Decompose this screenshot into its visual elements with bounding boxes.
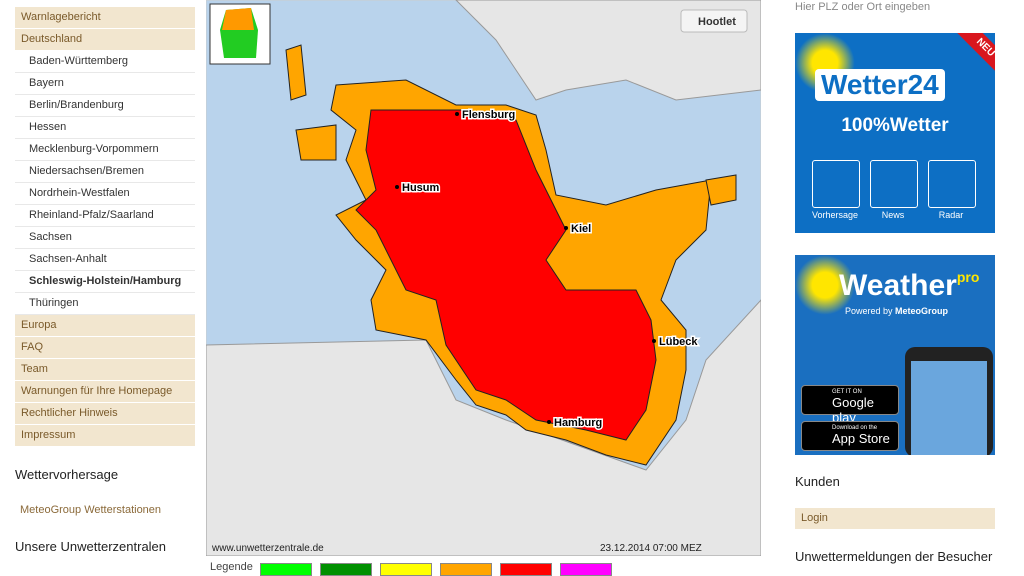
ad-button[interactable]	[928, 160, 976, 208]
island	[295, 124, 337, 161]
legend-label: Legende	[210, 561, 253, 573]
nav-item[interactable]: Rechtlicher Hinweis	[15, 403, 195, 425]
city-dot	[564, 226, 568, 230]
google-play-button[interactable]: GET IT ON Google play	[801, 385, 899, 425]
nav-item[interactable]: Impressum	[15, 425, 195, 447]
ad-button-label: Radar	[938, 210, 964, 220]
city-label: Hamburg	[554, 417, 602, 429]
legend-swatch	[560, 563, 612, 576]
brand-main: Weather	[839, 269, 957, 302]
nav-item[interactable]: FAQ	[15, 337, 195, 359]
warning-area-red	[355, 109, 657, 441]
partner: MeteoGroup	[895, 306, 949, 316]
section-title[interactable]: Unsere Unwetterzentralen	[15, 539, 167, 554]
city-dot	[547, 420, 551, 424]
powered: Powered by MeteoGroup	[845, 306, 948, 316]
phone	[905, 347, 993, 455]
legend-swatch	[500, 563, 552, 576]
hootlet-button[interactable]	[680, 9, 748, 33]
nav-subitem[interactable]: Mecklenburg-Vorpommern	[15, 139, 195, 161]
hootlet-label[interactable]: Hootlet	[698, 16, 736, 28]
ad-weatherpro[interactable]: Weatherpro Powered by MeteoGroup GET IT …	[795, 255, 995, 455]
section-link[interactable]: MeteoGroup Wetterstationen	[20, 504, 162, 516]
nav-subitem[interactable]: Rheinland-Pfalz/Saarland	[15, 205, 195, 227]
sun	[795, 255, 855, 315]
visitor-reports[interactable]: Unwettermeldungen der Besucher	[795, 549, 993, 564]
slogan: 100%Wetter	[841, 115, 949, 136]
section-title[interactable]: Wettervorhersage	[15, 467, 119, 482]
powered-label: Powered by	[845, 306, 893, 316]
login[interactable]: Login	[795, 508, 995, 529]
city-label: Flensburg	[462, 109, 515, 121]
brand: Weatherpro	[839, 269, 979, 303]
ad-button[interactable]	[812, 160, 860, 208]
city-label: Husum	[402, 182, 440, 194]
island	[285, 44, 307, 101]
brand-suffix: pro	[956, 269, 980, 285]
brand: Wetter24	[815, 69, 945, 101]
map-timestamp: 23.12.2014 07:00 MEZ	[600, 543, 702, 554]
search-input[interactable]: Hier PLZ oder Ort eingeben	[795, 1, 931, 13]
inset-warning	[222, 8, 254, 30]
nav-subitem[interactable]: Sachsen-Anhalt	[15, 249, 195, 271]
nav-item[interactable]: Deutschland	[15, 29, 195, 51]
legend-swatch	[260, 563, 312, 576]
app-store-button[interactable]: Download on the App Store	[801, 421, 899, 451]
nav-subitem[interactable]: Thüringen	[15, 293, 195, 315]
nav-item[interactable]: Team	[15, 359, 195, 381]
badge: NEU	[950, 33, 995, 83]
legend-swatch	[440, 563, 492, 576]
customers[interactable]: Kunden	[795, 474, 840, 489]
nav-subitem[interactable]: Niedersachsen/Bremen	[15, 161, 195, 183]
ad-button-label: Vorhersage	[811, 210, 859, 220]
nav-subitem[interactable]: Berlin/Brandenburg	[15, 95, 195, 117]
legend-swatch	[320, 563, 372, 576]
nav-subitem[interactable]: Baden-Württemberg	[15, 51, 195, 73]
nav-item[interactable]: Warnungen für Ihre Homepage	[15, 381, 195, 403]
city-dot	[455, 112, 459, 116]
side-nav: Warnlagebericht Deutschland Baden-Württemb…	[15, 7, 195, 447]
legend-swatch	[380, 563, 432, 576]
land	[206, 299, 761, 556]
google-top: GET IT ON	[832, 389, 862, 395]
island	[705, 174, 737, 206]
city-label: Lübeck	[659, 336, 698, 348]
nav-subitem[interactable]: Bayern	[15, 73, 195, 95]
ad-wetter24[interactable]: NEU Wetter24 100%Wetter Vorhersage News Ra…	[795, 33, 995, 233]
apple: App Store	[832, 431, 890, 446]
city-dot	[652, 339, 656, 343]
phone-screen	[911, 361, 987, 455]
apple-top: Download on the	[832, 425, 878, 431]
city-dot	[395, 185, 399, 189]
nav-subitem[interactable]: Hessen	[15, 117, 195, 139]
map-source: www.unwetterzentrale.de	[211, 543, 324, 554]
nav-item[interactable]: Europa	[15, 315, 195, 337]
ad-button[interactable]	[870, 160, 918, 208]
nav-subitem[interactable]: Sachsen	[15, 227, 195, 249]
nav-subitem[interactable]: Schleswig-Holstein/Hamburg	[15, 271, 195, 293]
city-label: Kiel	[571, 223, 591, 235]
ad-button-label: News	[881, 210, 905, 220]
nav-subitem[interactable]: Nordrhein-Westfalen	[15, 183, 195, 205]
nav-item[interactable]: Warnlagebericht	[15, 7, 195, 29]
warning-map: Hootlet FlensburgHusumKielLübeckHamburg …	[206, 0, 761, 556]
